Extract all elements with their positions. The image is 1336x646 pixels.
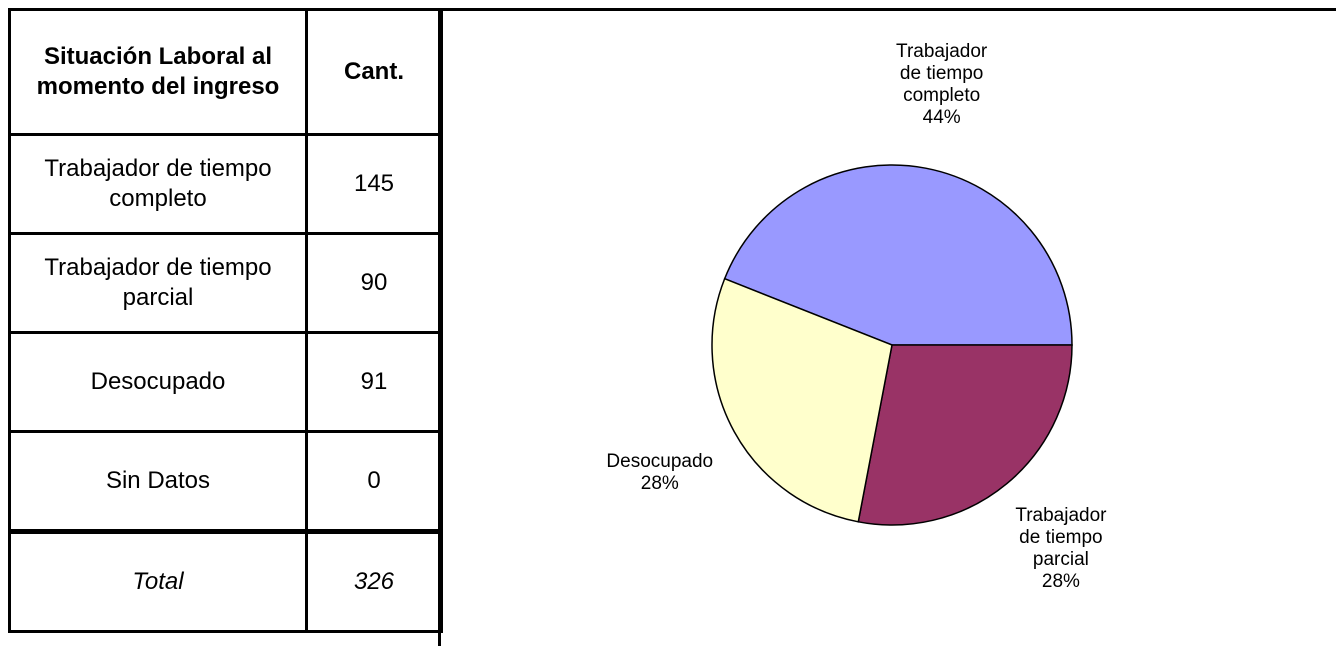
slice-name: Desocupado bbox=[606, 450, 714, 472]
row-value: 145 bbox=[305, 133, 443, 235]
slice-value: 28% bbox=[1041, 571, 1080, 593]
slice-value: 44% bbox=[922, 106, 961, 128]
table-row: Trabajador de tiempo parcial 90 bbox=[8, 232, 443, 334]
rows: Trabajador de tiempo completo 145 Trabajad… bbox=[8, 133, 443, 533]
slice-name: Trabajador de tiempo completo bbox=[896, 40, 988, 106]
table-row: Sin Datos 0 bbox=[8, 430, 443, 533]
table: Situación Laboral al momento del ingreso… bbox=[8, 8, 443, 633]
slice-label: Desocupado 28% bbox=[595, 451, 725, 495]
total-row: Total 326 bbox=[8, 529, 443, 633]
row-value: 90 bbox=[305, 232, 443, 334]
table-row: Trabajador de tiempo completo 145 bbox=[8, 133, 443, 235]
row-value: 91 bbox=[305, 331, 443, 433]
top-border bbox=[8, 8, 1336, 11]
slice-value: 28% bbox=[640, 472, 679, 494]
header-row: Situación Laboral al momento del ingreso… bbox=[8, 8, 443, 136]
row-label: Sin Datos bbox=[8, 430, 308, 533]
slice-label: Trabajador de tiempo completo 44% bbox=[877, 41, 1007, 129]
pie-slice bbox=[723, 164, 1073, 346]
row-label: Desocupado bbox=[8, 331, 308, 433]
total-value: 326 bbox=[305, 529, 443, 633]
slice-label: Trabajador de tiempo parcial 28% bbox=[996, 505, 1126, 593]
row-label: Trabajador de tiempo parcial bbox=[8, 232, 308, 334]
row-value: 0 bbox=[305, 430, 443, 533]
pie-slice bbox=[711, 277, 893, 523]
total-label: Total bbox=[8, 529, 308, 633]
slice-name: Trabajador de tiempo parcial bbox=[1015, 505, 1107, 571]
pie-slice bbox=[857, 344, 1073, 526]
row-label: Trabajador de tiempo completo bbox=[8, 133, 308, 235]
header-cell: Cant. bbox=[305, 8, 443, 136]
header-cell: Situación Laboral al momento del ingreso bbox=[8, 8, 308, 136]
table-row: Desocupado 91 bbox=[8, 331, 443, 433]
